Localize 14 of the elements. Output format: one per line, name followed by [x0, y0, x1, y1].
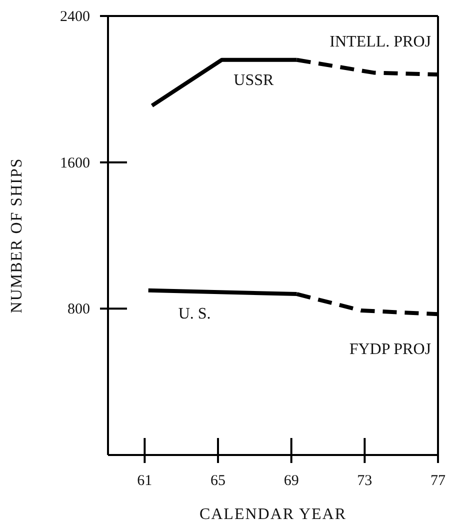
series-label: INTELL. PROJ — [330, 34, 431, 51]
y-axis-title: NUMBER OF SHIPS — [8, 158, 26, 314]
x-tick-label: 61 — [137, 473, 152, 489]
x-tick-label: 77 — [430, 473, 446, 489]
series-label: U. S. — [178, 305, 211, 322]
x-tick-label: 69 — [284, 473, 299, 489]
y-tick-label: 2400 — [60, 9, 90, 25]
x-tick-label: 65 — [210, 473, 226, 489]
series-label: USSR — [234, 72, 274, 89]
y-tick-label: 800 — [68, 302, 90, 318]
series-label: FYDP PROJ — [349, 341, 431, 358]
y-tick-label: 1600 — [60, 155, 90, 172]
x-axis-title: CALENDAR YEAR — [199, 506, 347, 523]
x-tick-label: 73 — [357, 473, 372, 489]
